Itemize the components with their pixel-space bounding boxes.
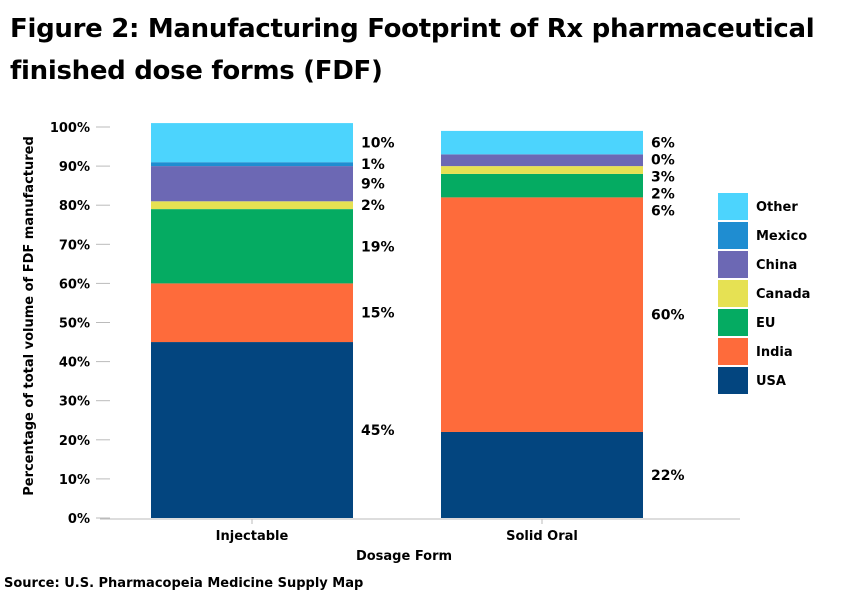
value-labels: 45%15%19%2%9%1%10%22%60%6%2%3%0%6% [361,136,685,484]
value-label-other-solid-oral: 6% [651,136,675,152]
legend-label-mexico: Mexico [756,229,807,244]
bar-segment-china-solid-oral [441,154,643,167]
y-tick-label: 20% [59,434,90,449]
value-label-usa-injectable: 45% [361,423,395,439]
value-label-eu-solid-oral: 6% [651,204,675,220]
legend-swatch-china [718,251,748,278]
legend-label-eu: EU [756,316,775,331]
y-tick-label: 40% [59,356,90,371]
bar-segment-other-solid-oral [441,130,643,155]
chart-title: Figure 2: Manufacturing Footprint of Rx … [10,8,840,92]
bar-segment-canada-injectable [151,201,353,210]
value-label-india-solid-oral: 60% [651,308,685,324]
x-axis-title: Dosage Form [356,549,452,564]
y-tick-label: 30% [59,395,90,410]
bar-segment-eu-injectable [151,209,353,284]
source-note: Source: U.S. Pharmacopeia Medicine Suppl… [4,576,364,591]
y-axis: 0% 10% 20% 30% 40% 50% 60% 70% 80% 90% 100% [50,121,110,527]
legend-label-usa: USA [756,374,786,389]
legend-label-india: India [756,345,793,360]
legend-swatch-other [718,193,748,220]
legend-label-canada: Canada [756,287,810,302]
bar-segment-eu-solid-oral [441,173,643,198]
value-label-mexico-solid-oral: 0% [651,153,675,169]
value-label-china-solid-oral: 3% [651,170,675,186]
y-tick-label: 60% [59,277,90,292]
legend-swatch-usa [718,367,748,394]
y-tick-label: 100% [50,121,90,136]
x-tick-label: Injectable [216,529,289,544]
y-tick-label: 80% [59,199,90,214]
chart-title-line-1: Figure 2: Manufacturing Footprint of Rx … [10,14,815,44]
bar-segment-china-injectable [151,166,353,202]
y-tick-label: 70% [59,238,90,253]
y-tick-label: 10% [59,473,90,488]
y-axis-title: Percentage of total volume of FDF manufa… [22,136,37,496]
legend-swatch-eu [718,309,748,336]
y-tick-label: 90% [59,160,90,175]
x-axis: Injectable Solid Oral [100,518,740,544]
chart-title-line-2: finished dose forms (FDF) [10,56,383,86]
bar-segment-usa-injectable [151,342,353,518]
bar-segment-india-injectable [151,283,353,343]
legend: Other Mexico China Canada EU India USA [718,193,810,394]
value-label-other-injectable: 10% [361,136,395,152]
bar-segment-mexico-injectable [151,162,353,167]
x-tick-label: Solid Oral [506,529,578,544]
legend-label-other: Other [756,200,798,215]
bar-segment-india-solid-oral [441,197,643,432]
legend-label-china: China [756,258,797,273]
legend-swatch-canada [718,280,748,307]
legend-swatch-mexico [718,222,748,249]
y-tick-label: 50% [59,317,90,332]
value-label-usa-solid-oral: 22% [651,468,685,484]
value-label-china-injectable: 9% [361,177,385,193]
value-label-india-injectable: 15% [361,306,395,322]
value-label-mexico-injectable: 1% [361,157,385,173]
bar-segment-canada-solid-oral [441,166,643,174]
bars [151,123,643,518]
value-label-canada-solid-oral: 2% [651,187,675,203]
legend-swatch-india [718,338,748,365]
value-label-canada-injectable: 2% [361,198,385,214]
value-label-eu-injectable: 19% [361,239,395,255]
bar-segment-other-injectable [151,123,353,163]
y-tick-label: 0% [68,512,90,527]
bar-segment-usa-solid-oral [441,431,643,518]
